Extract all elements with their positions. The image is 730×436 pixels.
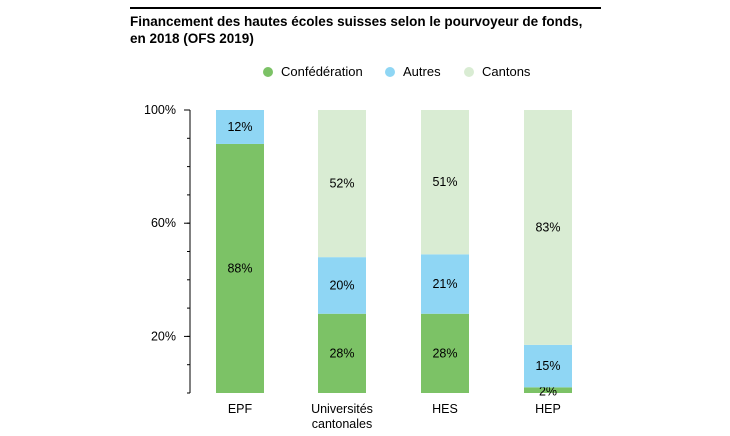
bar-value-label: 28% — [432, 346, 457, 360]
y-tick-label: 100% — [144, 103, 176, 117]
bar-value-label: 88% — [227, 261, 252, 275]
bar-segment — [421, 313, 469, 393]
chart-title-line-2: en 2018 (OFS 2019) — [130, 31, 254, 46]
bar-segment — [318, 257, 366, 314]
bar-segment — [216, 110, 264, 144]
bar-segment — [318, 313, 366, 393]
bar-value-label: 2% — [539, 384, 557, 398]
y-tick-label: 20% — [151, 329, 176, 343]
bar-segment — [524, 344, 572, 388]
legend-swatch-cantons — [464, 66, 474, 77]
bar-value-label: 51% — [432, 175, 457, 189]
bar-value-label: 15% — [535, 359, 560, 373]
x-category-label: HES — [432, 402, 458, 416]
bar-value-label: 83% — [535, 220, 560, 234]
bar-value-label: 20% — [329, 278, 354, 292]
chart-legend: Confédération Autres Cantons — [0, 64, 730, 82]
title-rule — [130, 7, 601, 9]
bar-segment — [524, 387, 572, 393]
legend-swatch-confederation — [263, 66, 273, 77]
y-tick-label: 60% — [151, 216, 176, 230]
bar-value-label: 12% — [227, 120, 252, 134]
bar-value-label: 28% — [329, 346, 354, 360]
bar-segment — [421, 254, 469, 314]
bar-segment — [524, 110, 572, 345]
x-category-label: Universités — [311, 402, 373, 416]
x-category-label: EPF — [228, 402, 253, 416]
bar-value-label: 21% — [432, 277, 457, 291]
legend-item-autres: Autres — [385, 64, 441, 79]
legend-item-cantons: Cantons — [464, 64, 530, 79]
x-category-label: HEP — [535, 402, 561, 416]
legend-label-autres: Autres — [403, 64, 441, 79]
bar-segment — [216, 143, 264, 393]
legend-label-confederation: Confédération — [281, 64, 363, 79]
x-category-label: cantonales — [312, 417, 372, 431]
chart-title-line-1: Financement des hautes écoles suisses se… — [130, 14, 583, 29]
chart-title: Financement des hautes écoles suisses se… — [130, 13, 610, 47]
bar-segment — [318, 110, 366, 258]
bar-value-label: 52% — [329, 177, 354, 191]
bar-segment — [421, 110, 469, 255]
legend-label-cantons: Cantons — [482, 64, 531, 79]
legend-swatch-autres — [385, 66, 395, 77]
legend-item-confederation: Confédération — [263, 64, 363, 79]
